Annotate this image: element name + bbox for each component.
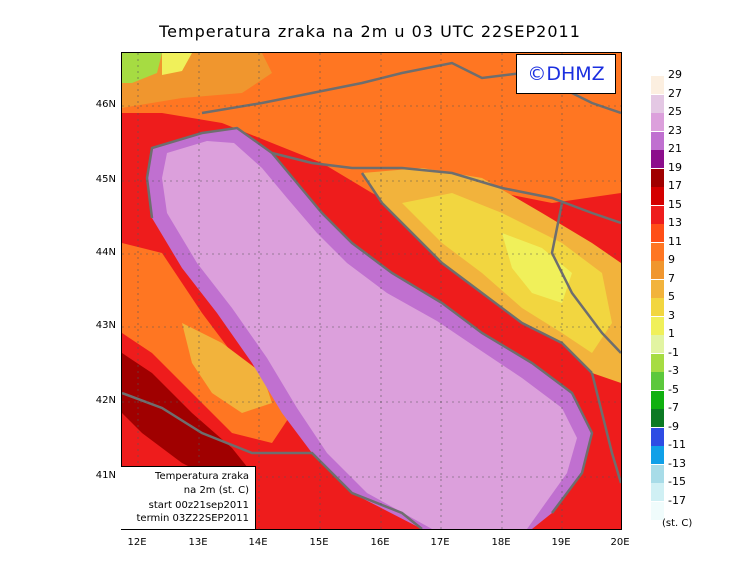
bosnia-border <box>360 172 593 374</box>
legend-swatch <box>651 372 664 390</box>
info-line: start 00z21sep2011 <box>148 500 249 511</box>
legend-label: -11 <box>668 438 686 451</box>
info-box: Temperatura zraka na 2m (st. C) start 00… <box>121 466 256 529</box>
legend-label: -15 <box>668 475 686 488</box>
lon-label: 19E <box>551 537 571 548</box>
info-line: na 2m (st. C) <box>183 485 249 496</box>
italy-east-coast-north <box>145 126 273 219</box>
croatia-hungary-border <box>271 151 621 225</box>
legend-label: 15 <box>668 197 682 211</box>
albania-border <box>590 372 621 484</box>
italy-south-coast <box>122 391 423 529</box>
interior-yellow-zone <box>402 193 612 353</box>
legend-swatch <box>651 168 664 187</box>
legend-label: 17 <box>668 179 682 192</box>
lon-label: 12E <box>127 537 147 548</box>
legend-swatch <box>651 446 664 464</box>
alps-zone <box>122 53 272 108</box>
legend-swatch <box>651 390 664 409</box>
serbia-border <box>550 202 621 354</box>
legend-swatch <box>651 187 664 205</box>
lon-label: 18E <box>491 537 511 548</box>
legend-swatch <box>651 464 664 483</box>
info-line: termin 03Z22SEP2011 <box>136 513 250 524</box>
legend-swatch <box>651 316 664 335</box>
alps-yellow-patch <box>162 53 192 75</box>
lat-label: 45N <box>95 174 116 185</box>
legend-label: 23 <box>668 123 682 137</box>
legend-label: 25 <box>668 105 682 118</box>
legend-swatch <box>651 409 664 427</box>
legend-swatch <box>651 113 664 131</box>
balkan-coastline <box>271 152 594 514</box>
legend-label: 29 <box>668 68 682 81</box>
legend-label: 7 <box>668 271 675 285</box>
interior-cool-patch <box>502 233 572 303</box>
legend-swatch <box>651 427 664 446</box>
legend-label: 3 <box>668 308 675 322</box>
legend-label: -7 <box>668 401 679 414</box>
map-canvas <box>122 53 621 529</box>
legend-unit: (st. C) <box>662 518 693 529</box>
legend-label: -5 <box>668 382 679 396</box>
legend-swatch <box>651 76 664 94</box>
italy-yellow-zone <box>182 323 272 413</box>
graticule <box>122 53 621 529</box>
legend-label: 9 <box>668 253 675 266</box>
legend-swatch <box>651 353 664 372</box>
legend-label: -9 <box>668 419 679 433</box>
north-orange-zone <box>122 53 621 213</box>
legend-swatch <box>651 298 664 316</box>
lon-label: 15E <box>309 537 329 548</box>
italy-dark-zone <box>122 353 252 483</box>
legend-label: 1 <box>668 327 675 340</box>
legend-swatch <box>651 131 664 150</box>
lon-label: 13E <box>188 537 208 548</box>
map-title: Temperatura zraka na 2m u 03 UTC 22SEP20… <box>159 22 581 41</box>
legend-label: -13 <box>668 456 686 470</box>
info-line: Temperatura zraka <box>155 471 249 482</box>
dhmz-logo: ©DHMZ <box>516 54 616 94</box>
legend-swatch <box>651 261 664 279</box>
legend-swatch <box>651 483 664 501</box>
legend-swatch <box>651 205 664 224</box>
legend-label: 13 <box>668 216 682 229</box>
alps-cold-patch <box>122 53 162 83</box>
legend-swatch <box>651 279 664 298</box>
lat-label: 46N <box>95 99 116 110</box>
legend-swatch <box>651 150 664 168</box>
lon-label: 16E <box>370 537 390 548</box>
legend-label: -17 <box>668 493 686 507</box>
legend-label: -3 <box>668 364 679 377</box>
legend-label: -1 <box>668 345 679 359</box>
legend-label: 27 <box>668 86 682 100</box>
lat-label: 43N <box>95 320 116 331</box>
legend-label: 19 <box>668 160 682 174</box>
lon-label: 17E <box>430 537 450 548</box>
temperature-map <box>121 52 622 530</box>
lat-label: 41N <box>95 470 116 481</box>
adriatic-sea <box>162 141 577 529</box>
legend-swatch <box>651 242 664 261</box>
borders-layer <box>122 61 621 529</box>
legend-swatch <box>651 94 664 113</box>
legend-label: 11 <box>668 234 682 248</box>
legend-swatch <box>651 501 664 520</box>
legend-label: 21 <box>668 142 682 155</box>
lat-label: 42N <box>95 395 116 406</box>
lat-label: 44N <box>95 247 116 258</box>
lon-label: 20E <box>610 537 630 548</box>
lon-label: 14E <box>248 537 268 548</box>
legend-swatch <box>651 224 664 242</box>
legend-swatch <box>651 335 664 353</box>
legend-label: 5 <box>668 290 675 303</box>
